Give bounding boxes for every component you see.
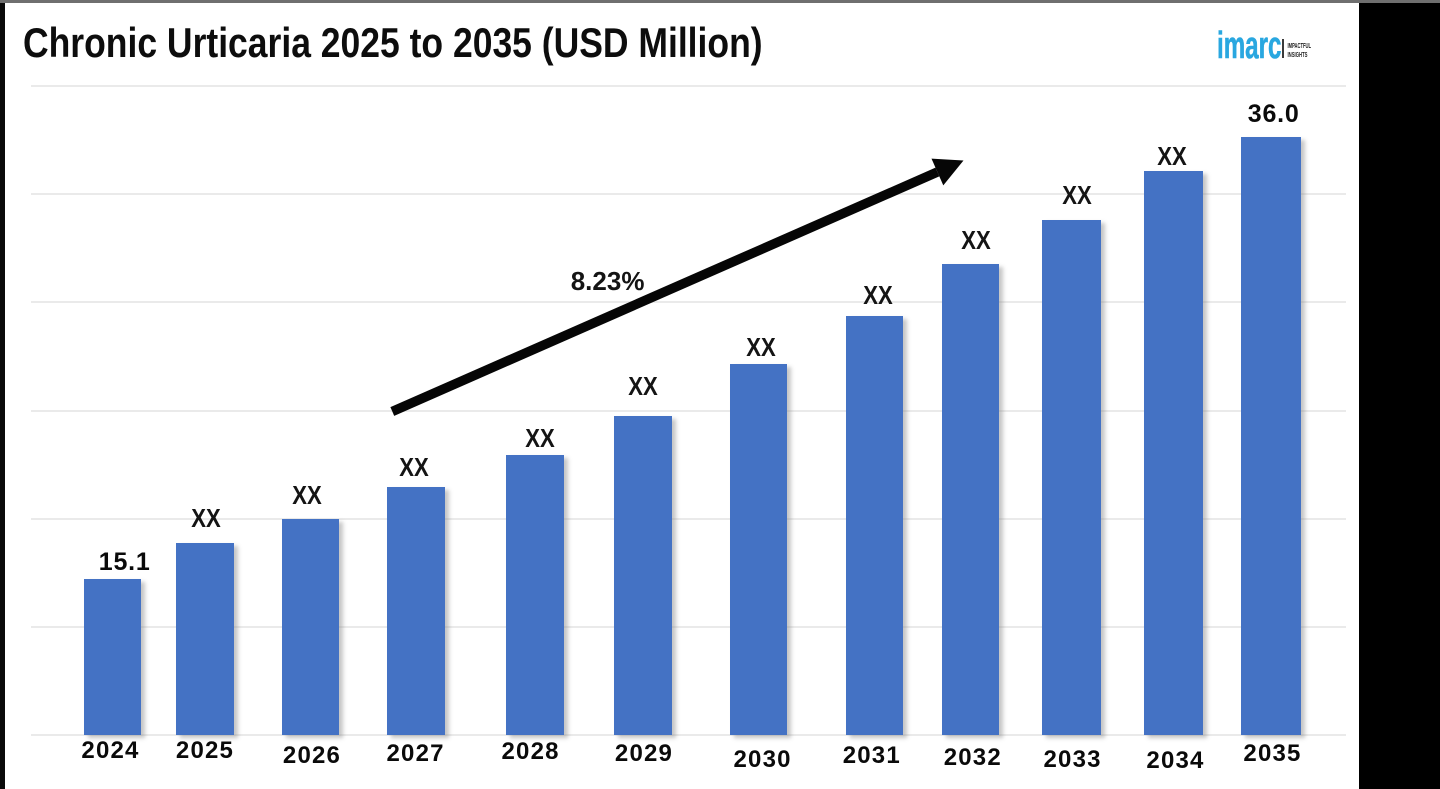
svg-text:IMPACTFUL: IMPACTFUL — [1288, 41, 1312, 50]
svg-text:INSIGHTS: INSIGHTS — [1288, 50, 1308, 59]
